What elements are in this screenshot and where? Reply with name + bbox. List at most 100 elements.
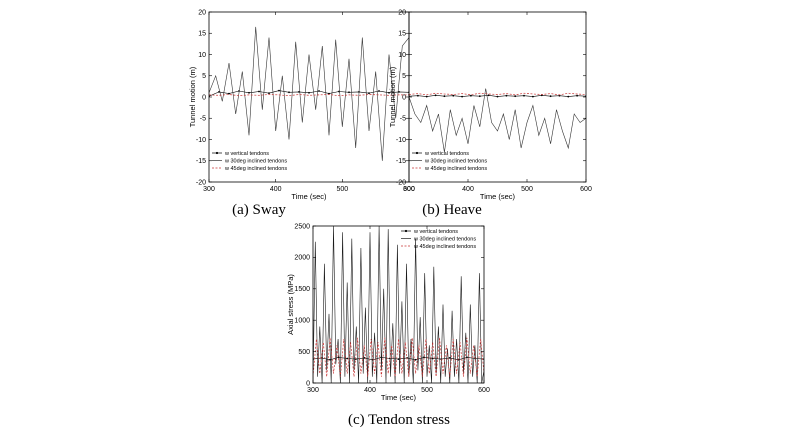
heave-caption: (b) Heave [422, 202, 482, 218]
heave-series-1-point [505, 94, 508, 97]
sway-series-1-point [258, 90, 260, 93]
sway-plot-area [209, 26, 409, 161]
heave-series-1-point [434, 94, 437, 97]
heave-legend-marker [415, 151, 419, 155]
sway-y-tick-label: 0 [202, 94, 206, 101]
sway-legend: w vertical tendons w 30deg inclined tendo… [212, 151, 287, 172]
heave-series-1-point [478, 95, 481, 98]
heave-x-tick-label: 600 [580, 186, 592, 193]
tendon-stress-panel: (c) Tendon stress 300 400 500 600 2500 2000 15… [286, 223, 490, 428]
tendon-stress-plot-frame [312, 225, 485, 384]
tendon-stress-series-1-point [414, 358, 417, 361]
sway-series-1-point [368, 92, 370, 95]
sway-y-tick-label: -15 [196, 158, 206, 165]
tendon-stress-x-tick-label: 600 [478, 387, 490, 394]
sway-series-1-point [328, 92, 330, 95]
sway-legend-label: w 45deg inclined tendons [224, 166, 287, 172]
sway-x-tick-label: 600 [403, 186, 415, 193]
tendon-stress-series-1-point [448, 357, 451, 359]
tendon-stress-x-tick-label: 400 [364, 387, 376, 394]
heave-series-1-point [567, 95, 570, 98]
heave-y-tick-label: 10 [398, 52, 406, 59]
tendon-stress-y-tick-label: 2500 [294, 223, 310, 230]
heave-series-1-point [540, 94, 543, 97]
tendon-stress-y-tick-label: 500 [298, 349, 310, 356]
tendon-stress-series-1-point [397, 358, 400, 360]
sway-y-axis-label: Tunnel motion (m) [188, 66, 197, 127]
heave-series-1-point [417, 94, 419, 97]
tendon-stress-legend-marker [404, 229, 408, 233]
tendon-stress-legend-label: w 30deg inclined tendons [413, 237, 476, 243]
heave-y-axis-label: Tunnel motion (m) [388, 66, 397, 127]
sway-series-3-line [209, 94, 409, 97]
heave-series-2-line [409, 88, 586, 153]
sway-x-tick-label: 500 [336, 186, 348, 193]
tendon-stress-legend-label: w 45deg inclined tendons [413, 244, 476, 250]
sway-y-tick-label: -20 [196, 179, 206, 186]
tendon-stress-legend-label: w vertical tendons [413, 229, 458, 235]
sway-series-1-point [278, 89, 280, 92]
heave-legend-label: w vertical tendons [424, 151, 469, 157]
heave-plot-area [409, 88, 586, 153]
heave-series-1-point [487, 94, 490, 97]
tendon-stress-x-tick-label: 500 [421, 387, 433, 394]
sway-series-2-line [209, 26, 409, 161]
heave-series-1-point [496, 95, 499, 98]
tendon-stress-series-1-point [346, 357, 349, 360]
sway-series-1-point [268, 92, 270, 95]
sway-y-tick-label: 10 [198, 52, 206, 59]
heave-y-tick-label: 5 [402, 73, 406, 80]
sway-x-axis-label: Time (sec) [291, 192, 327, 201]
heave-y-tick-label: -20 [396, 179, 406, 186]
heave-series-3-line [409, 92, 586, 96]
sway-x-tick-label: 400 [270, 186, 282, 193]
heave-legend-label: w 45deg inclined tendons [424, 166, 487, 172]
sway-series-1-point [248, 91, 250, 94]
tendon-stress-y-tick-label: 2000 [294, 255, 310, 262]
sway-panel: (a) Sway 300 400 500 600 20 15 10 5 0 -5 -10 -15 -20… [188, 9, 415, 218]
heave-series-1-point [558, 94, 561, 97]
sway-x-tick-label: 300 [203, 186, 215, 193]
heave-series-1-point [549, 95, 552, 98]
sway-series-1-point [318, 90, 320, 92]
heave-y-tick-label: 20 [398, 9, 406, 16]
heave-series-1-point [443, 95, 446, 98]
sway-series-1-point [398, 91, 400, 93]
sway-legend-marker [215, 151, 219, 155]
heave-series-1-point [576, 94, 578, 97]
tendon-stress-series-1-point [423, 356, 425, 359]
heave-y-tick-label: -10 [396, 137, 406, 144]
sway-series-1-point [228, 92, 230, 95]
sway-caption: (a) Sway [232, 202, 286, 218]
sway-y-tick-label: 20 [198, 9, 206, 16]
sway-series-1-point [348, 91, 350, 94]
heave-series-1-point [532, 95, 534, 98]
heave-y-tick-label: -15 [396, 158, 406, 165]
heave-y-tick-label: 15 [398, 31, 406, 38]
heave-series-1-point [523, 94, 525, 97]
heave-series-1-point [461, 95, 463, 98]
heave-panel: (b) Heave 300 400 500 600 20 15 10 5 0 -5 -10 -15 -2… [388, 9, 592, 218]
tendon-stress-x-axis-label: Time (sec) [381, 393, 417, 402]
heave-series-1-point [470, 94, 472, 97]
heave-legend: w vertical tendons w 30deg inclined tendo… [412, 151, 487, 172]
sway-series-1-point [378, 90, 380, 92]
heave-y-tick-label: 0 [402, 94, 406, 101]
tendon-stress-plot-area [313, 226, 484, 383]
sway-legend-label: w 30deg inclined tendons [224, 159, 287, 165]
sway-legend-label: w vertical tendons [224, 151, 269, 157]
sway-y-tick-label: -10 [196, 137, 206, 144]
sway-y-tick-label: 5 [202, 73, 206, 80]
tendon-stress-y-tick-label: 1500 [294, 286, 310, 293]
heave-series-1-point [425, 95, 428, 98]
sway-y-tick-label: 15 [198, 31, 206, 38]
heave-series-1-point [452, 94, 455, 97]
tendon-stress-y-tick-label: 1000 [294, 318, 310, 325]
tendon-stress-legend: w vertical tendons w 30deg inclined tendo… [401, 229, 476, 250]
heave-x-axis-label: Time (sec) [480, 192, 516, 201]
heave-series-1-point [514, 95, 517, 98]
heave-x-tick-label: 400 [462, 186, 474, 193]
tendon-stress-y-tick-label: 0 [306, 380, 310, 387]
sway-y-tick-label: -5 [200, 116, 206, 123]
